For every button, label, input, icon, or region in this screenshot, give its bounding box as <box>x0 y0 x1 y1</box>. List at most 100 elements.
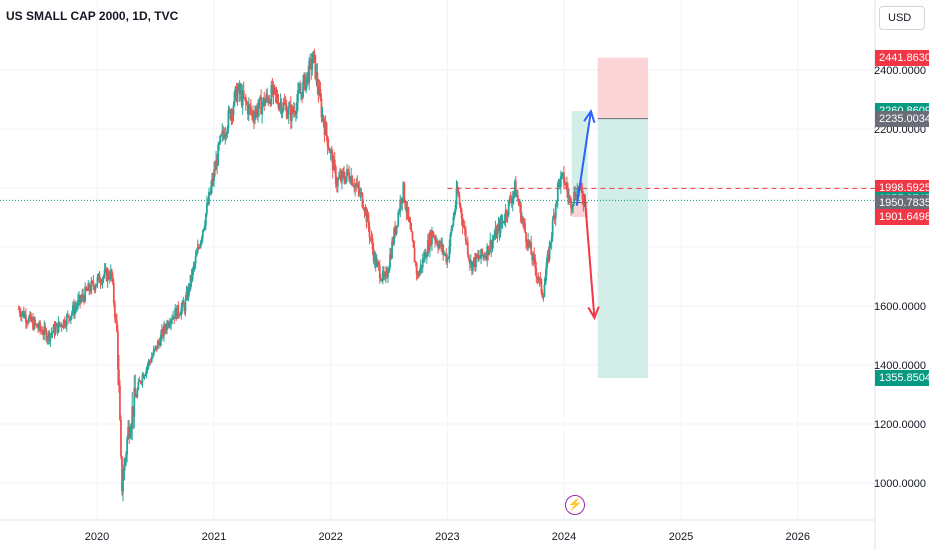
candle-body <box>582 199 585 205</box>
candle-body <box>519 204 521 206</box>
candle-body <box>556 183 559 202</box>
candle-body <box>85 287 88 290</box>
long-target-zone <box>571 111 588 203</box>
candle-body <box>298 90 300 92</box>
candle-body <box>94 286 97 290</box>
candle-body <box>447 257 450 259</box>
candle-body <box>350 176 353 183</box>
candle-body <box>155 345 158 350</box>
candle-body <box>416 273 419 275</box>
candle-body <box>282 102 285 110</box>
candle-body <box>92 281 95 287</box>
candle-body <box>378 265 381 279</box>
candle-body <box>78 295 80 300</box>
time-axis-label: 2022 <box>318 531 342 543</box>
price-axis-label: 1000.0000 <box>874 478 926 490</box>
candle-body <box>66 314 69 316</box>
candle-body <box>430 232 432 245</box>
candle-body <box>47 332 50 339</box>
candle-body <box>262 97 265 105</box>
candle-body <box>30 314 32 321</box>
candle-body <box>263 97 266 106</box>
candle-body <box>544 275 547 285</box>
candle-body <box>158 342 161 346</box>
candle-body <box>317 86 320 96</box>
candle-body <box>570 199 572 209</box>
candle-body <box>163 325 165 337</box>
candle-body <box>500 219 503 224</box>
candle-body <box>408 217 411 223</box>
candle-body <box>418 270 421 277</box>
candle-body <box>97 273 100 278</box>
candle-body <box>129 433 132 438</box>
candle-body <box>431 230 433 245</box>
time-axis-label: 2020 <box>85 531 109 543</box>
candle-body <box>245 102 248 105</box>
candle-body <box>313 51 316 56</box>
candle-body <box>84 287 87 302</box>
candle-body <box>459 204 462 209</box>
candle-body <box>55 323 58 327</box>
candle-body <box>501 220 504 224</box>
candle-body <box>452 216 455 226</box>
currency-button[interactable]: USD <box>879 6 925 30</box>
candle-body <box>234 86 237 92</box>
candle-body <box>496 228 499 239</box>
candle-body <box>383 276 386 278</box>
candle-body <box>102 275 105 279</box>
candle-body <box>199 241 202 248</box>
candle-body <box>469 261 472 264</box>
candle-body <box>232 105 235 116</box>
candle-body <box>322 115 325 124</box>
candle-body <box>424 251 427 258</box>
candle-body <box>436 240 438 245</box>
candle-body <box>108 277 111 279</box>
candle-body <box>514 181 517 197</box>
candle-body <box>180 307 183 315</box>
candle-body <box>56 323 59 333</box>
candle-body <box>243 97 246 99</box>
short-target-zone <box>597 118 649 379</box>
candle-body <box>499 219 502 234</box>
candle-body <box>52 325 55 332</box>
candle-body <box>470 261 473 271</box>
candle-body <box>393 228 396 244</box>
candle-body <box>484 256 487 258</box>
candle-body <box>35 323 37 325</box>
candle-body <box>265 94 268 101</box>
candle-body <box>218 142 221 145</box>
candle-body <box>106 271 109 281</box>
candle-body <box>90 281 93 292</box>
candle-body <box>483 255 486 258</box>
candle-body <box>553 215 556 219</box>
candle-body <box>61 326 64 328</box>
candle-body <box>151 355 154 358</box>
candle-body <box>502 220 505 223</box>
candle-body <box>104 268 107 270</box>
candle-body <box>464 228 467 241</box>
candle-body <box>537 277 540 281</box>
candle-body <box>71 305 74 313</box>
candle-body <box>28 317 30 323</box>
price-axis-label: 1400.0000 <box>874 360 926 372</box>
candle-body <box>366 214 369 223</box>
candle-body <box>278 104 281 109</box>
candle-body <box>392 241 394 244</box>
candle-body <box>481 249 483 256</box>
candle-body <box>229 110 232 120</box>
lightning-icon[interactable]: ⚡ <box>565 495 585 515</box>
candle-body <box>509 198 512 202</box>
candle-body <box>523 221 525 224</box>
candle-body <box>258 98 260 109</box>
candle-body <box>419 264 422 271</box>
candle-body <box>131 406 134 428</box>
candle-body <box>253 117 255 121</box>
candle-body <box>355 184 358 186</box>
price-tag: 1355.8504 <box>875 370 929 387</box>
candle-body <box>63 319 66 326</box>
candle-body <box>394 228 397 235</box>
candle-body <box>136 389 139 398</box>
candle-body <box>510 201 513 204</box>
candle-body <box>411 232 414 241</box>
